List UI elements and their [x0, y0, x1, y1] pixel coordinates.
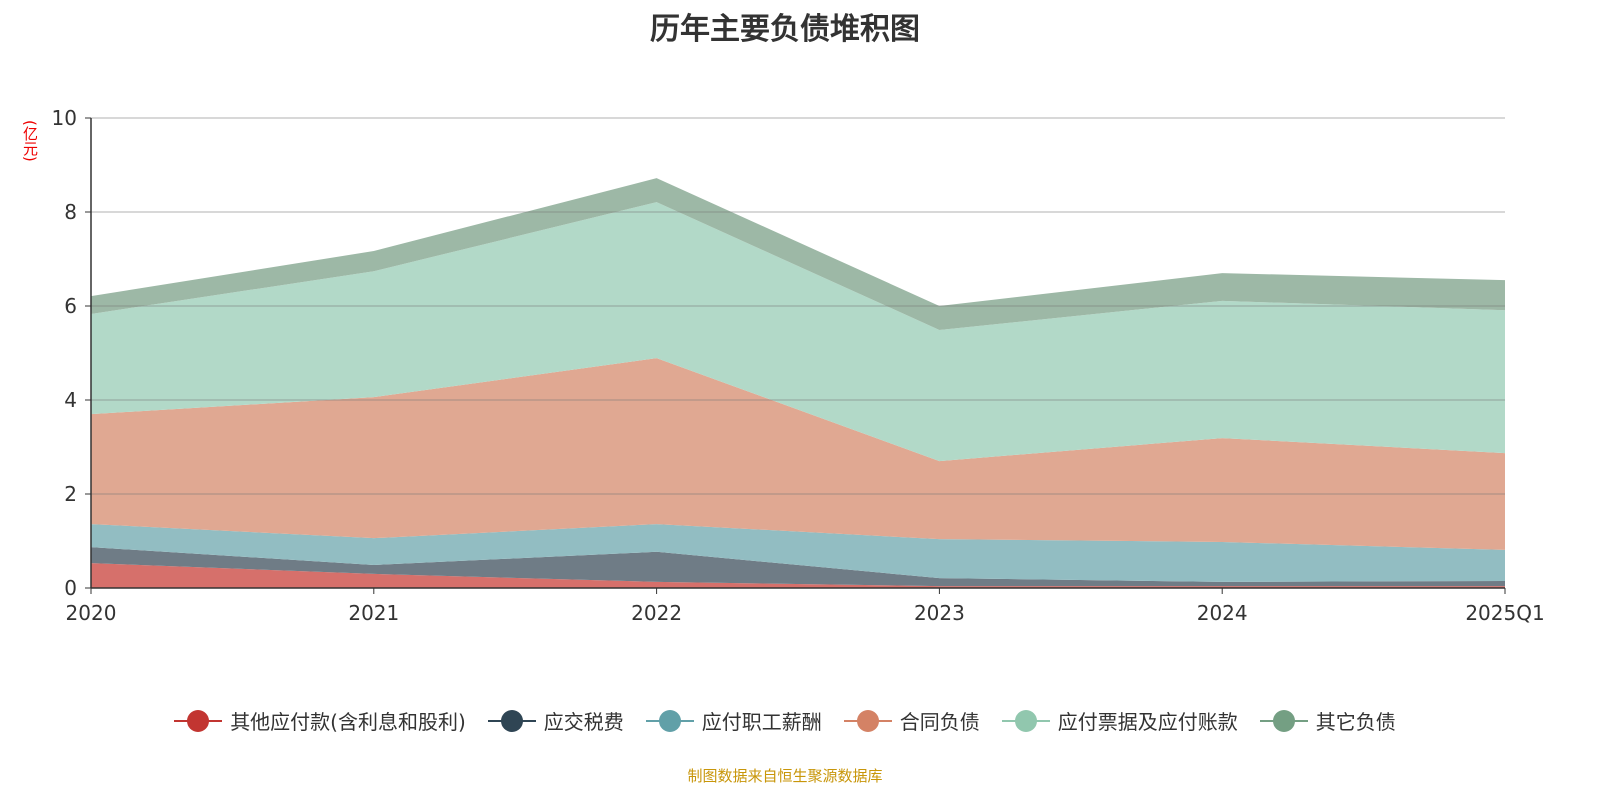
legend-label: 其他应付款(含利息和股利)	[230, 710, 466, 734]
area-series-2	[91, 524, 1505, 582]
legend-label: 应交税费	[543, 710, 624, 734]
legend: 其他应付款(含利息和股利) 应交税费 应付职工薪酬 合同负债 应付票据及应付账款 其它负债	[0, 706, 1570, 735]
legend-marker-icon	[487, 709, 536, 733]
legend-marker-icon	[645, 709, 694, 733]
legend-item[interactable]: 其他应付款(含利息和股利)	[174, 706, 466, 735]
legend-label: 合同负债	[899, 710, 980, 734]
y-tick-label: 8	[64, 200, 77, 224]
legend-item[interactable]: 其它负债	[1259, 706, 1396, 735]
legend-item[interactable]: 应交税费	[487, 706, 624, 735]
x-tick-label: 2024	[1197, 601, 1248, 625]
legend-marker-icon	[174, 709, 223, 733]
x-tick-label: 2020	[66, 601, 117, 625]
legend-item[interactable]: 应付职工薪酬	[645, 706, 822, 735]
legend-label: 其它负债	[1315, 710, 1396, 734]
x-tick-label: 2021	[348, 601, 399, 625]
x-tick-label: 2025Q1	[1465, 601, 1544, 625]
area-series-3	[91, 358, 1505, 550]
legend-label: 应付票据及应付账款	[1057, 710, 1238, 734]
x-tick-label: 2022	[631, 601, 682, 625]
y-tick-label: 0	[64, 576, 77, 600]
area-series-4	[91, 202, 1505, 462]
legend-label: 应付职工薪酬	[701, 710, 822, 734]
area-series-1	[91, 547, 1505, 587]
legend-marker-icon	[1259, 709, 1308, 733]
area-series-0	[91, 563, 1505, 588]
y-axis-unit: (亿元)	[21, 120, 39, 162]
y-tick-label: 6	[64, 294, 77, 318]
area-series-5	[91, 178, 1505, 330]
legend-marker-icon	[1001, 709, 1050, 733]
x-tick-label: 2023	[914, 601, 965, 625]
legend-marker-icon	[843, 709, 892, 733]
legend-item[interactable]: 应付票据及应付账款	[1001, 706, 1238, 735]
source-note: 制图数据来自恒生聚源数据库	[687, 767, 883, 785]
stacked-area-chart: 0 2 4 6 8 10 2020 2021 2022 2023 2024 2025Q1	[52, 106, 1545, 625]
legend-item[interactable]: 合同负债	[843, 706, 980, 735]
y-tick-label: 4	[64, 388, 77, 412]
y-tick-label: 10	[52, 106, 77, 130]
chart-title: 历年主要负债堆积图	[650, 12, 920, 47]
y-tick-label: 2	[64, 482, 77, 506]
